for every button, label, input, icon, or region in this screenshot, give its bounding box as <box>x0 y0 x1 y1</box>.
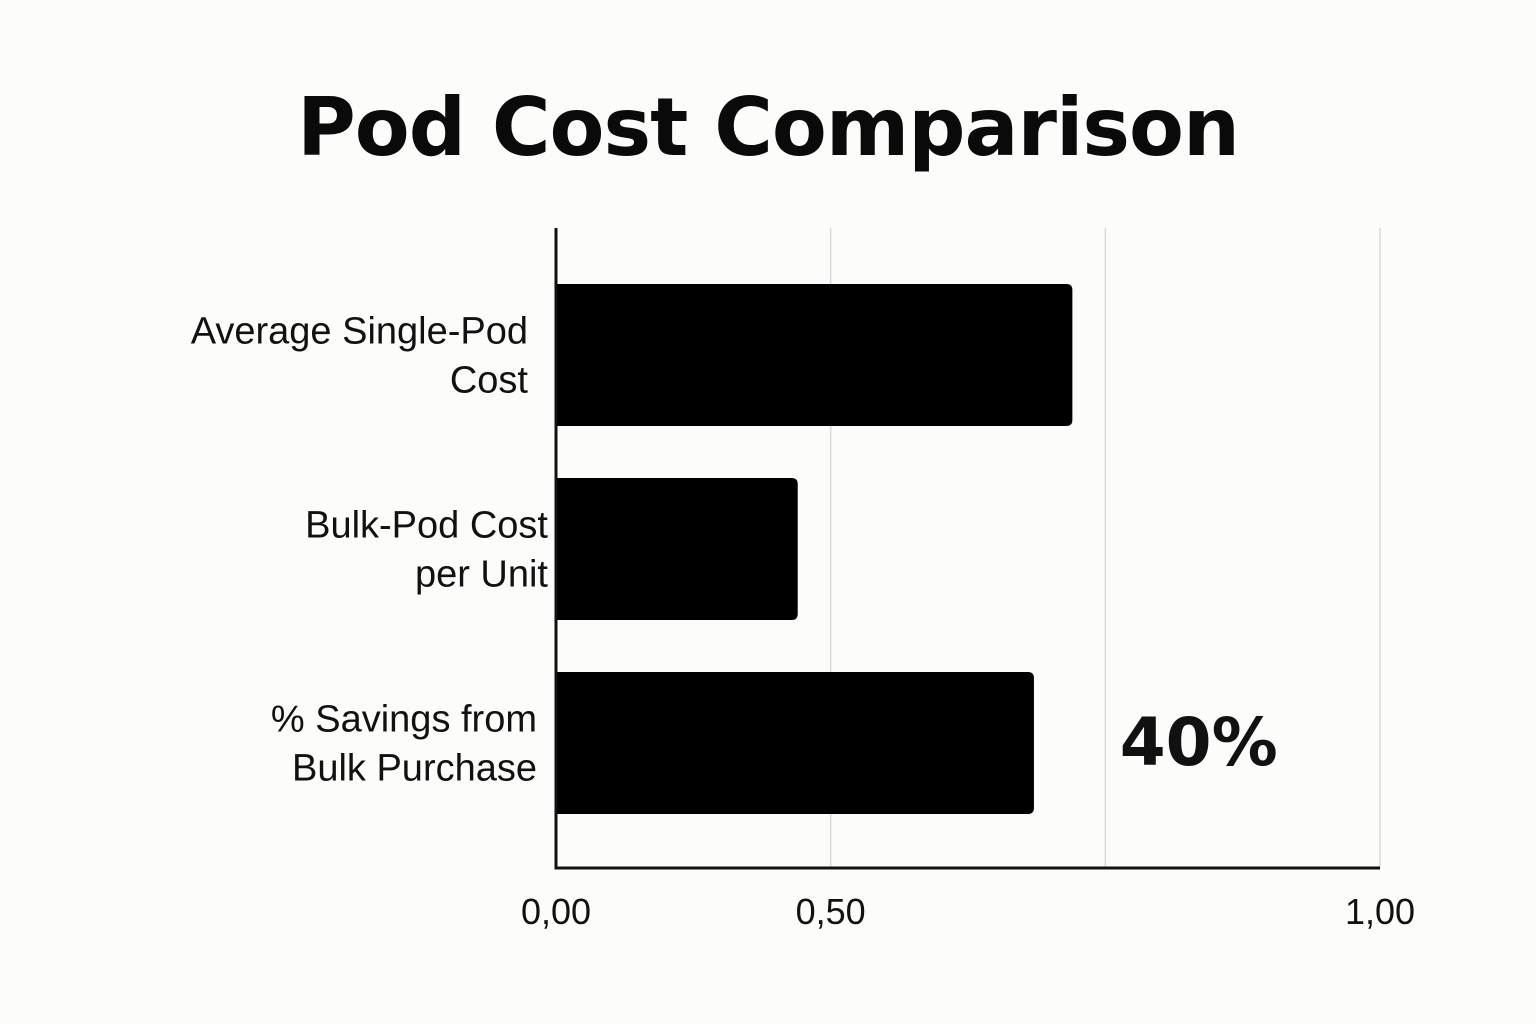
category-label-2: % Savings from Bulk Purchase <box>271 699 537 790</box>
category-label-line: Bulk-Pod Cost <box>305 505 548 547</box>
x-tick-label-2: 1,00 <box>1345 891 1415 932</box>
bar-0 <box>556 284 1073 426</box>
bar-2 <box>556 672 1034 814</box>
chart-title: Pod Cost Comparison <box>297 81 1240 174</box>
annotation-label-0: 40% <box>1120 704 1278 781</box>
bars <box>556 284 1073 814</box>
category-label-line: Bulk Purchase <box>292 748 537 790</box>
category-label-line: Cost <box>450 360 529 402</box>
annotations: 40% <box>1120 704 1278 781</box>
category-label-line: % Savings from <box>271 699 537 741</box>
x-tick-label-0: 0,00 <box>521 891 591 932</box>
category-label-line: per Unit <box>415 554 548 596</box>
axes <box>554 228 1380 870</box>
category-label-line: Average Single-Pod <box>191 311 528 353</box>
category-labels: Average Single-Pod Cost Bulk-Pod Cost per U… <box>191 311 549 790</box>
category-label-1: Bulk-Pod Cost per Unit <box>305 505 548 596</box>
bar-1 <box>556 478 798 620</box>
category-label-0: Average Single-Pod Cost <box>191 311 529 402</box>
tick-labels: 0,00 0,50 1,00 <box>521 891 1415 932</box>
x-tick-label-1: 0,50 <box>796 891 866 932</box>
